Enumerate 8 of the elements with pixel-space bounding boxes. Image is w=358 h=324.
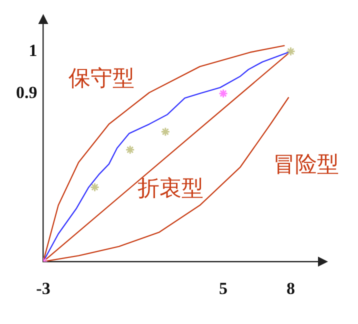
y-tick-label: 1	[28, 40, 38, 60]
annotation: 冒险型	[273, 152, 340, 177]
y-tick-label: 0.9	[16, 82, 38, 102]
x-tick-label: 5	[219, 279, 228, 298]
x-tick-label: -3	[36, 279, 50, 298]
annotation: 折衷型	[138, 176, 204, 200]
x-tick-label: 8	[286, 279, 295, 298]
annotation: 保守型	[68, 65, 134, 90]
